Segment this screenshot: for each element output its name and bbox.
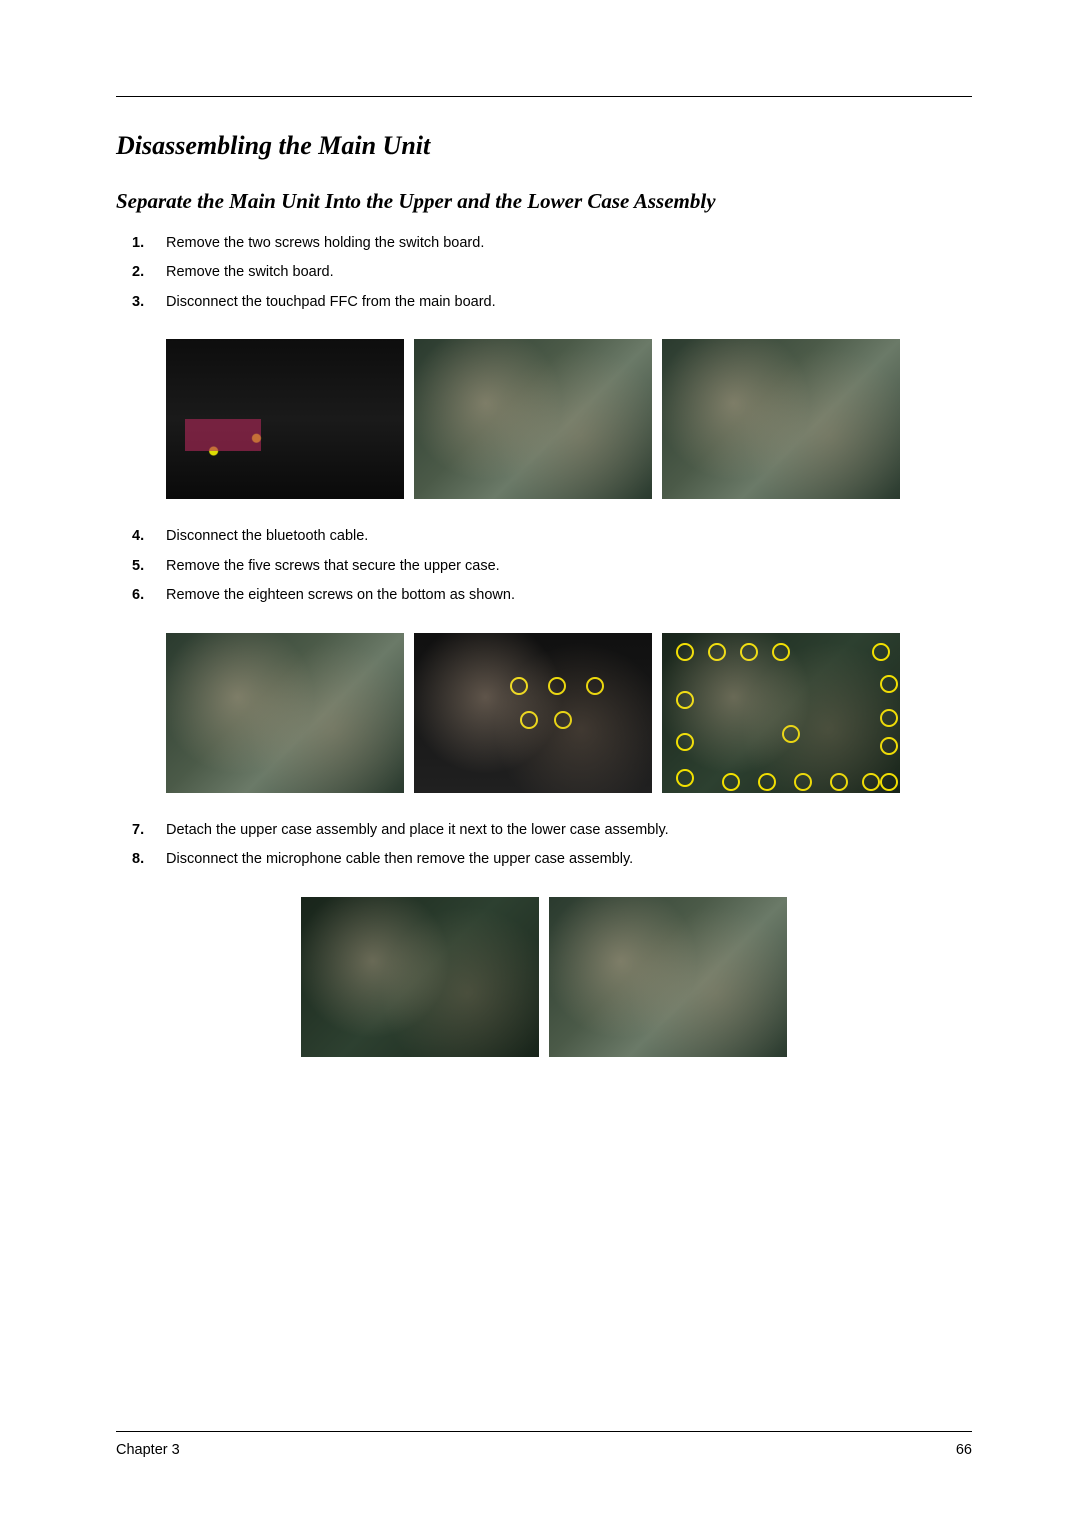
- step-number: 2.: [132, 261, 144, 283]
- figure-image: [414, 633, 652, 793]
- step-number: 7.: [132, 819, 144, 841]
- screw-marker-icon: [586, 677, 604, 695]
- step-item: 2.Remove the switch board.: [166, 261, 972, 283]
- screw-marker-icon: [740, 643, 758, 661]
- screw-marker-icon: [772, 643, 790, 661]
- screw-marker-icon: [510, 677, 528, 695]
- screw-marker-icon: [880, 675, 898, 693]
- step-item: 4.Disconnect the bluetooth cable.: [166, 525, 972, 547]
- step-list-a: 1. Remove the two screws holding the swit…: [116, 232, 972, 313]
- screw-marker-icon: [872, 643, 890, 661]
- manual-page: Disassembling the Main Unit Separate the…: [0, 0, 1080, 1528]
- screw-marker-icon: [862, 773, 880, 791]
- screw-marker-icon: [782, 725, 800, 743]
- step-text: Disconnect the touchpad FFC from the mai…: [166, 294, 496, 310]
- step-item: 8.Disconnect the microphone cable then r…: [166, 848, 972, 870]
- step-item: 3.Disconnect the touchpad FFC from the m…: [166, 291, 972, 313]
- step-item: 1.Remove the two screws holding the swit…: [166, 232, 972, 254]
- image-row-2: [166, 633, 972, 793]
- figure-image: [301, 897, 539, 1057]
- step-item: 5.Remove the five screws that secure the…: [166, 555, 972, 577]
- screw-marker-icon: [708, 643, 726, 661]
- figure-image: [662, 339, 900, 499]
- footer-chapter: Chapter 3: [116, 1442, 180, 1458]
- screw-marker-icon: [794, 773, 812, 791]
- screw-marker-icon: [676, 769, 694, 787]
- step-text: Remove the switch board.: [166, 264, 334, 280]
- step-list-b: 4.Disconnect the bluetooth cable. 5.Remo…: [116, 525, 972, 606]
- screw-marker-icon: [758, 773, 776, 791]
- image-row-1: [166, 339, 972, 499]
- step-item: 7.Detach the upper case assembly and pla…: [166, 819, 972, 841]
- step-item: 6.Remove the eighteen screws on the bott…: [166, 584, 972, 606]
- figure-image: [662, 633, 900, 793]
- image-row-3: [116, 897, 972, 1057]
- step-list-c: 7. Detach the upper case assembly and pla…: [116, 819, 972, 871]
- figure-image: [549, 897, 787, 1057]
- figure-image: [414, 339, 652, 499]
- screw-marker-icon: [676, 643, 694, 661]
- screw-marker-icon: [722, 773, 740, 791]
- step-number: 1.: [132, 232, 144, 254]
- step-number: 3.: [132, 291, 144, 313]
- subsection-title: Separate the Main Unit Into the Upper an…: [116, 189, 972, 214]
- footer-page-number: 66: [956, 1442, 972, 1458]
- step-number: 8.: [132, 848, 144, 870]
- step-text: Remove the two screws holding the switch…: [166, 235, 484, 251]
- step-text: Disconnect the bluetooth cable.: [166, 528, 368, 544]
- screw-marker-icon: [880, 773, 898, 791]
- screw-marker-icon: [520, 711, 538, 729]
- screw-marker-icon: [676, 691, 694, 709]
- section-title: Disassembling the Main Unit: [116, 131, 972, 161]
- step-text: Remove the five screws that secure the u…: [166, 558, 500, 574]
- screw-marker-icon: [554, 711, 572, 729]
- step-text: Remove the eighteen screws on the bottom…: [166, 587, 515, 603]
- figure-image: [166, 633, 404, 793]
- step-number: 6.: [132, 584, 144, 606]
- screw-marker-icon: [830, 773, 848, 791]
- screw-marker-icon: [676, 733, 694, 751]
- screw-marker-icon: [548, 677, 566, 695]
- figure-image: [166, 339, 404, 499]
- header-rule: [116, 96, 972, 97]
- step-number: 5.: [132, 555, 144, 577]
- page-footer: Chapter 3 66: [116, 1431, 972, 1458]
- step-text: Detach the upper case assembly and place…: [166, 822, 669, 838]
- footer-rule: [116, 1431, 972, 1432]
- step-number: 4.: [132, 525, 144, 547]
- screw-marker-icon: [880, 709, 898, 727]
- screw-marker-icon: [880, 737, 898, 755]
- step-text: Disconnect the microphone cable then rem…: [166, 851, 633, 867]
